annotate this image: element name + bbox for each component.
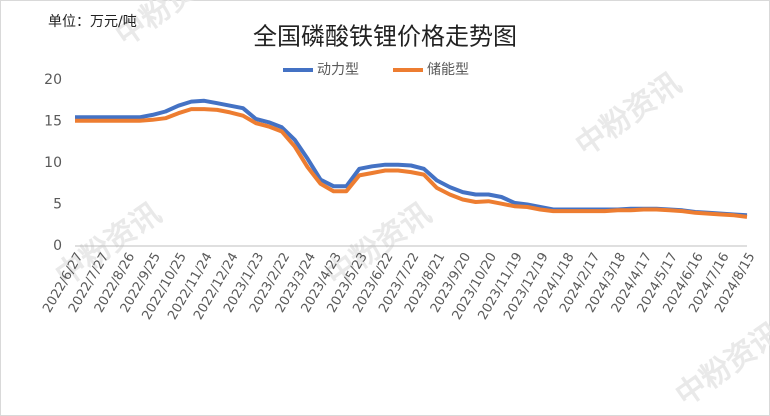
y-tick-label: 10 <box>44 155 62 171</box>
unit-note: 单位：万元/吨 <box>48 14 137 30</box>
series-line <box>75 107 748 219</box>
legend-label: 储能型 <box>427 62 469 78</box>
chart-title: 全国磷酸铁锂价格走势图 <box>253 23 517 51</box>
y-tick-label: 5 <box>53 197 62 213</box>
y-tick-label: 15 <box>44 114 62 130</box>
y-tick-label: 20 <box>44 72 62 88</box>
legend-label: 动力型 <box>317 62 359 78</box>
y-tick-label: 0 <box>53 238 62 254</box>
